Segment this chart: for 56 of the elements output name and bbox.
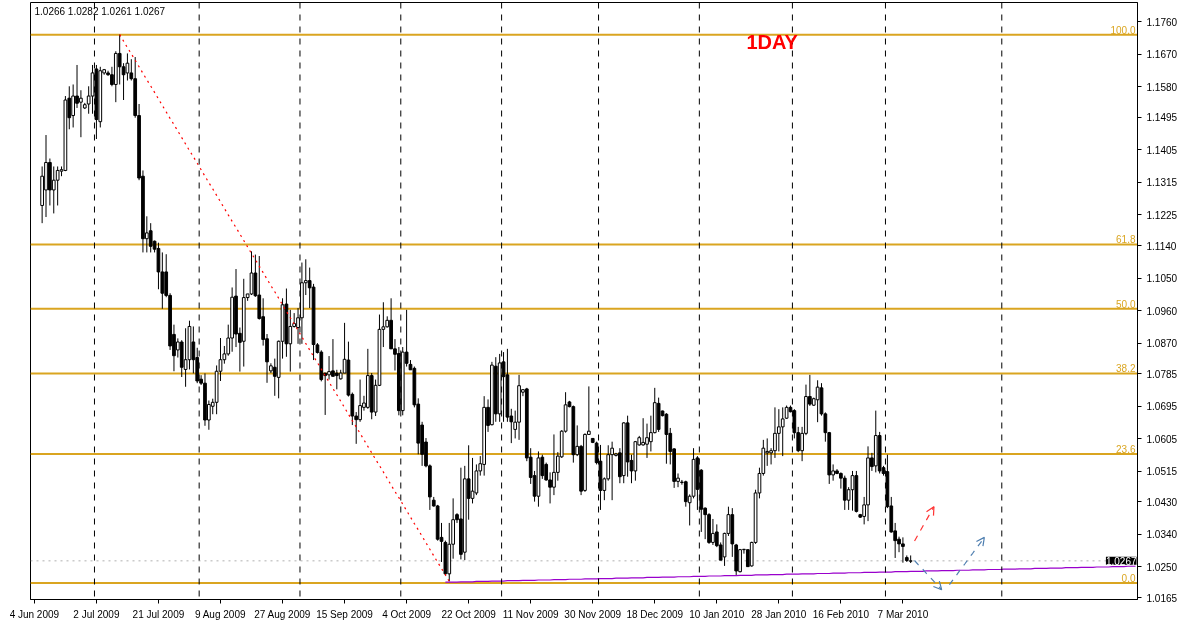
y-tick-label: 1.1050 [1146,273,1178,285]
x-tick-label: 27 Aug 2009 [254,608,311,620]
x-tick-label: 9 Aug 2009 [194,608,246,620]
x-tick-label: 11 Nov 2009 [502,608,560,620]
annotation: 38.2 [1116,363,1136,375]
candlestick [780,406,785,457]
y-tick-label: 1.1315 [1146,177,1178,189]
y-tick-label: 1.0960 [1146,305,1178,317]
x-tick-label: 22 Oct 2009 [441,608,497,620]
x-tick-label: 16 Feb 2010 [812,608,870,620]
annotation: 100.0 [1110,24,1136,36]
x-tick-label: 21 Jul 2009 [132,608,185,620]
x-tick-label: 7 Mar 2010 [877,608,929,620]
y-tick-label: 1.0515 [1146,466,1178,478]
annotation: 0.0 [1121,572,1136,584]
x-tick-label: 15 Sep 2009 [316,608,374,620]
candlestick [901,536,905,564]
y-tick-label: 1.0695 [1146,401,1178,413]
ref-line-label: 1.0267 [1105,555,1137,567]
y-tick-label: 1.0250 [1146,562,1178,573]
line-series [119,34,450,583]
candlestick [334,369,339,390]
candlestick [711,518,715,546]
annotation: 61.8 [1116,234,1136,246]
x-tick-label: 2 Jul 2009 [73,608,120,620]
y-tick-label: 1.1670 [1146,49,1178,61]
x-tick-label: 4 Oct 2009 [382,608,432,620]
y-tick-label: 1.0430 [1146,496,1178,508]
x-tick-label: 28 Jan 2010 [751,608,807,620]
y-tick-label: 1.1580 [1146,81,1178,93]
y-tick-label: 1.0605 [1146,433,1178,445]
candlestick [51,165,56,214]
x-tick-label: 10 Jan 2010 [689,608,745,620]
y-tick-label: 1.1405 [1146,144,1178,156]
candlestick [148,222,153,253]
candlestick [842,475,847,511]
candlestick [470,457,475,504]
candlestick [610,441,614,501]
x-tick-label: 18 Dec 2009 [626,608,684,620]
y-tick-label: 1.1140 [1146,240,1177,252]
y-tick-label: 1.1760 [1146,16,1178,28]
annotation: 23.6 [1116,443,1136,455]
line-series [913,506,935,542]
candlestick [79,89,83,138]
y-tick-label: 1.0165 [1146,592,1178,604]
candlestick [327,355,331,381]
annotation: 50.0 [1116,298,1136,310]
y-tick-label: 1.0870 [1146,338,1178,350]
text: 1DAY [746,31,799,54]
x-tick-label: 4 Jun 2009 [9,608,60,620]
y-tick-label: 1.0785 [1146,368,1178,380]
y-tick-label: 1.1495 [1146,112,1178,124]
x-tick-label: 30 Nov 2009 [564,608,622,620]
y-tick-label: 1.0340 [1146,529,1178,541]
annotation: 1.0266 1.0282 1.0261 1.0267 [34,5,166,17]
y-tick-label: 1.1225 [1146,209,1178,221]
